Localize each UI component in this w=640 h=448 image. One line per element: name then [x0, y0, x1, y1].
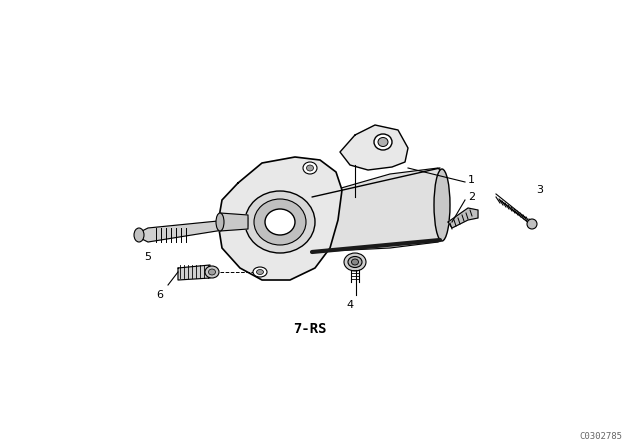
Ellipse shape — [351, 259, 358, 265]
Ellipse shape — [209, 269, 216, 275]
Ellipse shape — [527, 219, 537, 229]
Ellipse shape — [307, 165, 314, 171]
Polygon shape — [340, 125, 408, 170]
Text: C0302785: C0302785 — [579, 432, 622, 441]
Polygon shape — [178, 265, 210, 280]
Ellipse shape — [205, 266, 219, 278]
Ellipse shape — [134, 228, 144, 242]
Text: 7-RS: 7-RS — [293, 322, 327, 336]
Polygon shape — [220, 213, 248, 231]
Ellipse shape — [374, 134, 392, 150]
Ellipse shape — [265, 209, 295, 235]
Polygon shape — [140, 218, 248, 242]
Text: 1: 1 — [468, 175, 475, 185]
Ellipse shape — [348, 257, 362, 267]
Text: 3: 3 — [536, 185, 543, 195]
Text: 4: 4 — [346, 300, 353, 310]
Polygon shape — [310, 168, 444, 252]
Ellipse shape — [257, 270, 264, 275]
Ellipse shape — [216, 213, 224, 231]
Ellipse shape — [344, 253, 366, 271]
Text: 2: 2 — [468, 192, 475, 202]
Text: 5: 5 — [145, 252, 152, 262]
Ellipse shape — [245, 191, 315, 253]
Text: 6: 6 — [157, 290, 163, 300]
Polygon shape — [448, 208, 478, 228]
Ellipse shape — [378, 138, 388, 146]
Ellipse shape — [254, 199, 306, 245]
Ellipse shape — [253, 267, 267, 277]
Ellipse shape — [303, 162, 317, 174]
Ellipse shape — [434, 169, 450, 241]
Polygon shape — [218, 157, 342, 280]
